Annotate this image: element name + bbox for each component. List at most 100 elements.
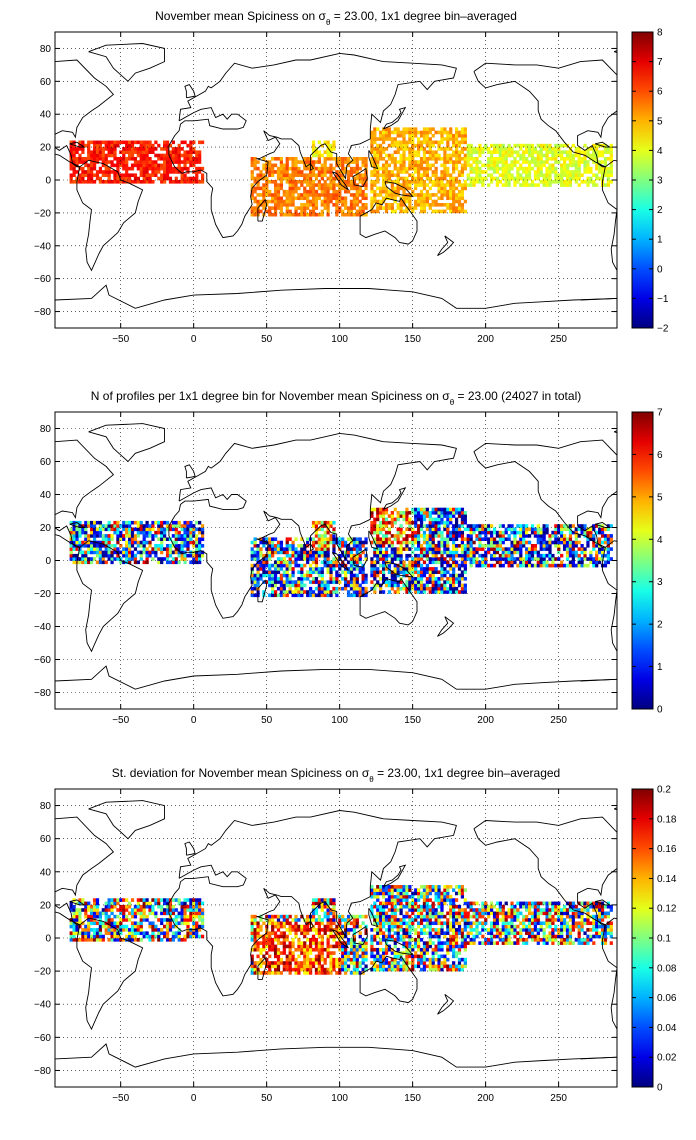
- data-cell: [452, 196, 456, 201]
- data-cell: [370, 147, 374, 151]
- data-cell: [139, 540, 143, 545]
- colorbar-tick-label: 7: [657, 408, 663, 419]
- data-cell: [195, 553, 199, 558]
- data-cell: [300, 537, 304, 541]
- data-cell: [154, 170, 158, 174]
- data-cell: [527, 160, 532, 164]
- greenland-coast: [88, 423, 165, 463]
- sri-lanka-coast: [310, 543, 315, 552]
- data-cell: [72, 914, 76, 919]
- data-cell: [163, 147, 167, 151]
- data-cell: [562, 156, 567, 161]
- colorbar-tick-label: 1: [657, 235, 663, 246]
- data-cell: [384, 563, 389, 568]
- data-cell: [583, 150, 587, 154]
- data-cell: [311, 212, 316, 217]
- data-cell: [75, 928, 79, 932]
- data-cell: [440, 176, 444, 181]
- data-cell: [157, 931, 161, 935]
- data-cell: [478, 563, 482, 568]
- data-cell: [78, 898, 82, 902]
- data-cell: [87, 537, 91, 541]
- data-cell: [513, 544, 517, 548]
- data-cell: [294, 593, 298, 598]
- data-cell: [419, 570, 424, 574]
- data-cell: [303, 544, 307, 548]
- data-cell: [314, 547, 319, 551]
- data-cell: [434, 140, 438, 145]
- data-cell: [390, 547, 394, 551]
- data-cell: [507, 176, 511, 181]
- data-cell: [393, 199, 397, 204]
- data-cell: [87, 557, 91, 561]
- data-cell: [481, 176, 485, 181]
- data-cell: [484, 544, 488, 548]
- data-cell: [130, 540, 135, 545]
- data-cell: [154, 163, 158, 168]
- data-cell: [192, 553, 196, 558]
- data-cell: [268, 567, 272, 571]
- data-cell: [434, 580, 438, 584]
- data-cell: [344, 203, 348, 207]
- data-cell: [160, 163, 164, 168]
- data-cell: [282, 560, 286, 565]
- data-cell: [434, 553, 438, 558]
- data-cell: [127, 918, 132, 922]
- data-cell: [127, 150, 132, 154]
- data-cell: [414, 127, 418, 131]
- data-cell: [279, 180, 284, 184]
- data-cell: [163, 547, 167, 551]
- data-cell: [492, 166, 497, 171]
- data-cell: [148, 550, 152, 555]
- data-cell: [101, 150, 105, 154]
- data-cell: [510, 563, 514, 568]
- data-cell: [139, 166, 143, 171]
- data-cell: [87, 901, 91, 906]
- data-cell: [507, 560, 511, 565]
- data-cell: [279, 540, 284, 545]
- data-cell: [148, 911, 152, 916]
- data-cell: [119, 173, 123, 178]
- data-cell: [484, 557, 488, 561]
- data-cell: [332, 590, 336, 594]
- data-cell: [271, 553, 275, 558]
- data-cell: [160, 938, 164, 942]
- data-cell: [78, 931, 82, 935]
- data-cell: [92, 150, 97, 154]
- data-cell: [393, 577, 397, 581]
- data-cell: [276, 544, 281, 548]
- data-cell: [300, 563, 304, 568]
- data-cell: [487, 173, 491, 178]
- data-cell: [595, 540, 599, 545]
- data-cell: [449, 511, 453, 515]
- data-cell: [452, 527, 456, 532]
- data-cell: [358, 586, 362, 591]
- data-cell: [326, 143, 330, 148]
- data-cell: [288, 583, 292, 588]
- data-cell: [338, 537, 342, 541]
- data-cell: [110, 908, 114, 912]
- data-cell: [533, 530, 538, 535]
- data-cell: [560, 553, 564, 558]
- data-cell: [449, 130, 453, 135]
- data-cell: [133, 537, 138, 541]
- data-cell: [177, 166, 181, 171]
- data-cell: [408, 140, 412, 145]
- data-cell: [417, 580, 421, 584]
- data-cell: [265, 160, 269, 164]
- data-cell: [136, 901, 140, 906]
- data-cell: [78, 160, 82, 164]
- data-cell: [437, 180, 441, 184]
- data-cell: [262, 590, 266, 594]
- data-cell: [186, 180, 190, 184]
- data-cell: [198, 934, 202, 939]
- data-cell: [72, 544, 76, 548]
- data-cell: [101, 934, 105, 939]
- data-cell: [130, 934, 135, 939]
- data-cell: [198, 918, 202, 922]
- data-cell: [466, 544, 470, 548]
- data-cell: [314, 553, 319, 558]
- data-cell: [454, 209, 459, 214]
- cuba-coast: [594, 141, 612, 148]
- data-cell: [507, 534, 511, 538]
